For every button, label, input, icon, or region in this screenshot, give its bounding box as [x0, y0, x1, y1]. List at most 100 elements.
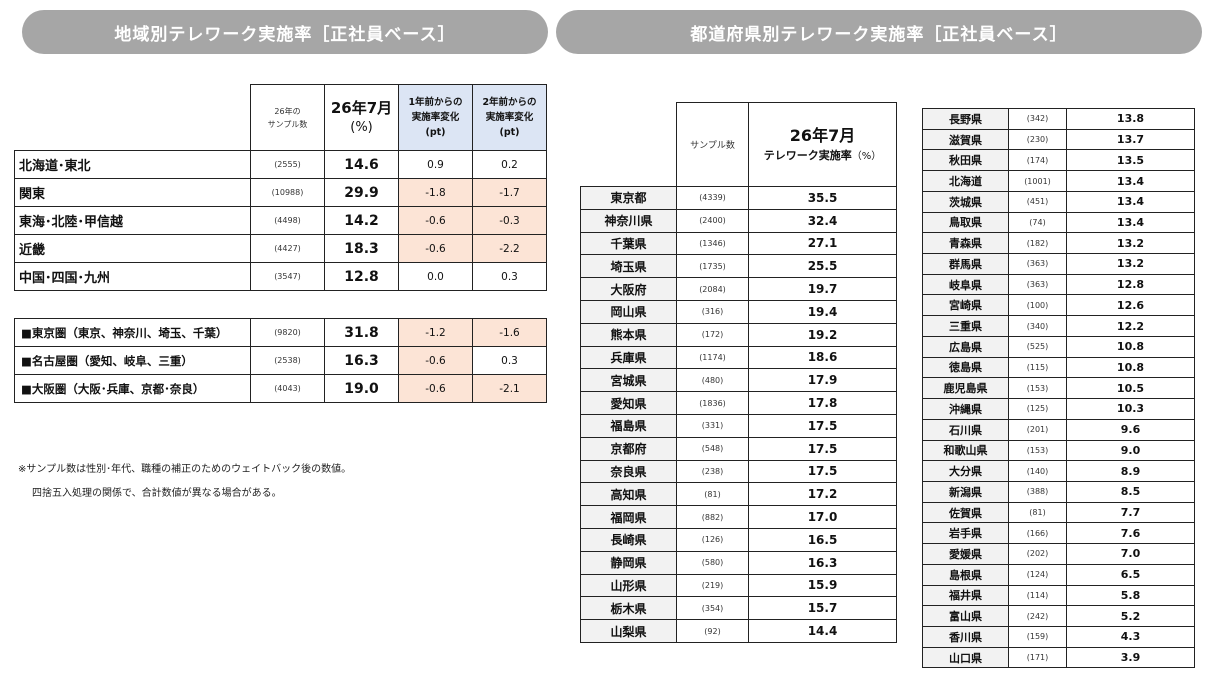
- prefecture-name: 熊本県: [580, 322, 677, 347]
- prefecture-rate: 3.9: [1066, 646, 1195, 669]
- prefecture-sample-count: (354): [676, 596, 749, 621]
- region-name: 東海･北陸･甲信越: [14, 206, 251, 235]
- prefecture-sample-count: (114): [1008, 584, 1067, 607]
- prefecture-row: 埼玉県 (1735) 25.5: [580, 254, 897, 279]
- prefecture-name: 長崎県: [580, 527, 677, 552]
- prefecture-row: 京都府 (548) 17.5: [580, 436, 897, 461]
- prefecture-rate: 13.4: [1066, 170, 1195, 192]
- prefecture-name: 富山県: [922, 605, 1009, 627]
- prefecture-sample-count: (230): [1008, 128, 1067, 151]
- header-change-2yr: 2年前からの 実施率変化 (pt): [472, 84, 547, 151]
- region-sample-count: (4498): [250, 206, 325, 235]
- prefecture-row: 愛知県 (1836) 17.8: [580, 391, 897, 415]
- prefecture-sample-count: (316): [676, 299, 749, 324]
- prefecture-row: 岩手県 (166) 7.6: [922, 522, 1195, 545]
- prefecture-row: 大分県 (140) 8.9: [922, 460, 1195, 482]
- prefecture-name: 北海道: [922, 170, 1009, 192]
- prefecture-sample-count: (451): [1008, 190, 1067, 213]
- prefecture-sample-count: (238): [676, 459, 749, 484]
- region-name: 関東: [14, 178, 251, 207]
- header-rate-line2: (%): [350, 119, 373, 135]
- prefecture-row: 山梨県 (92) 14.4: [580, 619, 897, 643]
- prefecture-name: 和歌山県: [922, 439, 1009, 462]
- prefecture-row: 鳥取県 (74) 13.4: [922, 211, 1195, 234]
- prefecture-sample-count: (1174): [676, 345, 749, 370]
- header-change1-line1: 1年前からの: [408, 97, 463, 108]
- header-rate: 26年7月 (%): [324, 84, 399, 151]
- header-sample-line2: サンプル数: [267, 119, 308, 129]
- prefecture-rate: 5.2: [1066, 605, 1195, 627]
- prefecture-row: 愛媛県 (202) 7.0: [922, 543, 1195, 565]
- metro-row: ■東京圏（東京、神奈川、埼玉、千葉） (9820) 31.8 -1.2 -1.6: [14, 318, 547, 347]
- prefecture-sample-count: (153): [1008, 439, 1067, 462]
- prefecture-row: 島根県 (124) 6.5: [922, 563, 1195, 586]
- prefecture-rate: 17.8: [748, 391, 897, 415]
- region-change-2yr: -0.3: [472, 206, 547, 235]
- prefecture-sample-count: (2400): [676, 208, 749, 233]
- prefecture-row: 佐賀県 (81) 7.7: [922, 501, 1195, 524]
- pref-header-sample-count: サンプル数: [676, 102, 749, 187]
- prefecture-sample-count: (182): [1008, 232, 1067, 255]
- prefecture-rate: 17.9: [748, 368, 897, 393]
- prefecture-name: 宮城県: [580, 368, 677, 393]
- prefecture-rate: 10.3: [1066, 398, 1195, 420]
- prefecture-rate: 16.5: [748, 527, 897, 552]
- metro-row: ■大阪圏（大阪･兵庫、京都･奈良） (4043) 19.0 -0.6 -2.1: [14, 374, 547, 403]
- prefecture-name: 広島県: [922, 335, 1009, 358]
- header-sample-count: 26年の サンプル数: [250, 84, 325, 151]
- region-change-2yr: -2.2: [472, 234, 547, 263]
- prefecture-name: 岩手県: [922, 522, 1009, 545]
- prefecture-row: 岐阜県 (363) 12.8: [922, 273, 1195, 296]
- prefecture-name: 岡山県: [580, 299, 677, 324]
- region-rate: 29.9: [324, 178, 399, 207]
- region-change-1yr: -0.6: [398, 374, 473, 403]
- prefecture-rate: 8.5: [1066, 480, 1195, 503]
- region-rate: 19.0: [324, 374, 399, 403]
- prefecture-name: 栃木県: [580, 596, 677, 621]
- prefecture-section-title: 都道府県別テレワーク実施率［正社員ベース］: [556, 10, 1202, 54]
- prefecture-rate: 17.5: [748, 459, 897, 484]
- region-name: 北海道･東北: [14, 150, 251, 179]
- prefecture-row: 徳島県 (115) 10.8: [922, 356, 1195, 379]
- prefecture-sample-count: (153): [1008, 377, 1067, 400]
- prefecture-row: 宮城県 (480) 17.9: [580, 368, 897, 393]
- region-sample-count: (2555): [250, 150, 325, 179]
- prefecture-name: 千葉県: [580, 231, 677, 256]
- prefecture-row: 熊本県 (172) 19.2: [580, 322, 897, 347]
- prefecture-name: 福井県: [922, 584, 1009, 607]
- prefecture-rate: 19.7: [748, 277, 897, 301]
- region-change-2yr: 0.2: [472, 150, 547, 179]
- prefecture-name: 秋田県: [922, 149, 1009, 172]
- prefecture-sample-count: (219): [676, 573, 749, 598]
- prefecture-row: 大阪府 (2084) 19.7: [580, 277, 897, 301]
- prefecture-rate: 8.9: [1066, 460, 1195, 482]
- prefecture-name: 高知県: [580, 482, 677, 507]
- prefecture-row: 三重県 (340) 12.2: [922, 315, 1195, 337]
- prefecture-row: 香川県 (159) 4.3: [922, 625, 1195, 648]
- region-row: 近畿 (4427) 18.3 -0.6 -2.2: [14, 234, 547, 263]
- region-rate: 14.6: [324, 150, 399, 179]
- metro-row: ■名古屋圏（愛知、岐阜、三重） (2538) 16.3 -0.6 0.3: [14, 346, 547, 375]
- footnote-line-2: 四捨五入処理の関係で、合計数値が異なる場合がある。: [32, 488, 282, 499]
- prefecture-name: 兵庫県: [580, 345, 677, 370]
- region-row: 関東 (10988) 29.9 -1.8 -1.7: [14, 178, 547, 207]
- prefecture-name: 大阪府: [580, 277, 677, 301]
- prefecture-rate: 10.5: [1066, 377, 1195, 400]
- prefecture-name: 岐阜県: [922, 273, 1009, 296]
- region-name: 中国･四国･九州: [14, 262, 251, 291]
- prefecture-sample-count: (363): [1008, 253, 1067, 275]
- prefecture-row: 栃木県 (354) 15.7: [580, 596, 897, 621]
- header-change-1yr: 1年前からの 実施率変化 (pt): [398, 84, 473, 151]
- prefecture-rate: 13.2: [1066, 253, 1195, 275]
- region-row: 北海道･東北 (2555) 14.6 0.9 0.2: [14, 150, 547, 179]
- region-sample-count: (4043): [250, 374, 325, 403]
- prefecture-row: 秋田県 (174) 13.5: [922, 149, 1195, 172]
- prefecture-rate: 19.4: [748, 299, 897, 324]
- region-sample-count: (4427): [250, 234, 325, 263]
- prefecture-row: 東京都 (4339) 35.5: [580, 186, 897, 210]
- prefecture-name: 新潟県: [922, 480, 1009, 503]
- prefecture-rate: 17.0: [748, 505, 897, 529]
- prefecture-rate: 10.8: [1066, 335, 1195, 358]
- header-change2-line2: 実施率変化: [485, 112, 534, 123]
- prefecture-rate: 13.5: [1066, 149, 1195, 172]
